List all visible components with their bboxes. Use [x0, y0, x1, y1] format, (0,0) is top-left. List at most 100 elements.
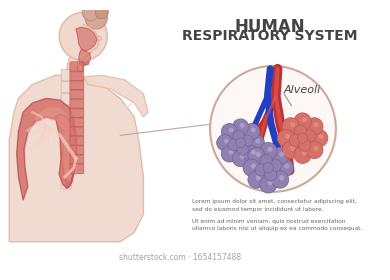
- Polygon shape: [76, 27, 97, 51]
- Circle shape: [282, 141, 300, 158]
- Circle shape: [268, 180, 273, 185]
- Circle shape: [264, 169, 277, 181]
- Circle shape: [271, 171, 289, 188]
- Circle shape: [229, 150, 234, 155]
- Circle shape: [306, 141, 323, 158]
- Circle shape: [299, 139, 311, 151]
- Circle shape: [228, 139, 239, 151]
- Circle shape: [256, 152, 261, 157]
- Circle shape: [248, 171, 265, 188]
- Circle shape: [242, 135, 253, 146]
- Circle shape: [243, 159, 261, 176]
- FancyBboxPatch shape: [61, 130, 71, 141]
- Circle shape: [277, 159, 294, 176]
- FancyBboxPatch shape: [61, 82, 71, 93]
- Polygon shape: [96, 34, 102, 41]
- Circle shape: [260, 143, 277, 160]
- FancyBboxPatch shape: [70, 99, 84, 109]
- Circle shape: [294, 113, 311, 130]
- Circle shape: [224, 139, 229, 144]
- FancyBboxPatch shape: [61, 118, 71, 129]
- Circle shape: [279, 152, 284, 157]
- Circle shape: [256, 175, 261, 180]
- Circle shape: [221, 123, 238, 140]
- Circle shape: [237, 144, 248, 155]
- Circle shape: [314, 122, 319, 127]
- FancyBboxPatch shape: [70, 164, 84, 174]
- Circle shape: [85, 7, 107, 29]
- Circle shape: [248, 147, 265, 165]
- Polygon shape: [35, 108, 76, 182]
- Circle shape: [263, 163, 273, 173]
- FancyBboxPatch shape: [70, 127, 84, 137]
- Polygon shape: [9, 75, 144, 242]
- FancyBboxPatch shape: [70, 80, 84, 90]
- Circle shape: [289, 134, 301, 146]
- Polygon shape: [17, 98, 77, 200]
- Circle shape: [95, 6, 108, 19]
- FancyBboxPatch shape: [70, 90, 84, 100]
- Circle shape: [260, 155, 272, 167]
- Circle shape: [240, 154, 245, 159]
- FancyBboxPatch shape: [70, 154, 84, 165]
- Circle shape: [243, 123, 260, 140]
- Circle shape: [318, 134, 324, 139]
- FancyBboxPatch shape: [70, 136, 84, 146]
- Circle shape: [304, 130, 316, 142]
- Circle shape: [59, 12, 107, 60]
- Circle shape: [268, 147, 273, 152]
- Circle shape: [310, 129, 328, 147]
- FancyBboxPatch shape: [61, 70, 71, 81]
- Polygon shape: [83, 75, 148, 117]
- Circle shape: [251, 128, 256, 132]
- Circle shape: [271, 147, 289, 165]
- FancyBboxPatch shape: [70, 117, 84, 127]
- FancyBboxPatch shape: [70, 108, 84, 118]
- Circle shape: [279, 175, 284, 180]
- Circle shape: [290, 146, 295, 151]
- Circle shape: [297, 133, 308, 143]
- Circle shape: [233, 130, 244, 142]
- Circle shape: [306, 118, 323, 135]
- Circle shape: [302, 150, 307, 156]
- Circle shape: [232, 150, 249, 167]
- Circle shape: [248, 135, 264, 151]
- Circle shape: [285, 134, 290, 139]
- Circle shape: [314, 146, 319, 151]
- Circle shape: [290, 122, 295, 127]
- Circle shape: [243, 146, 260, 162]
- Polygon shape: [79, 49, 91, 66]
- FancyBboxPatch shape: [70, 62, 84, 72]
- Circle shape: [302, 117, 307, 122]
- Circle shape: [282, 118, 300, 135]
- Circle shape: [240, 123, 245, 128]
- Circle shape: [229, 128, 234, 132]
- Circle shape: [260, 176, 277, 193]
- Text: Alveoli: Alveoli: [284, 85, 321, 95]
- Text: shutterstock.com · 1654157488: shutterstock.com · 1654157488: [119, 253, 241, 262]
- Circle shape: [217, 135, 233, 151]
- FancyBboxPatch shape: [61, 166, 71, 177]
- Text: HUMAN: HUMAN: [235, 18, 305, 36]
- FancyBboxPatch shape: [61, 154, 71, 165]
- Circle shape: [82, 4, 99, 21]
- Text: Lorem ipsum dolor sit amet, consectetur adipiscing elit,
sed do eiusmod tempor i: Lorem ipsum dolor sit amet, consectetur …: [192, 199, 357, 212]
- Circle shape: [255, 164, 267, 176]
- Circle shape: [236, 138, 245, 148]
- FancyBboxPatch shape: [70, 145, 84, 155]
- Circle shape: [277, 129, 294, 147]
- Circle shape: [251, 164, 256, 169]
- Circle shape: [221, 146, 238, 162]
- FancyBboxPatch shape: [70, 71, 84, 81]
- Polygon shape: [65, 55, 82, 77]
- Polygon shape: [82, 61, 89, 65]
- FancyBboxPatch shape: [61, 178, 71, 189]
- Polygon shape: [55, 114, 77, 188]
- Circle shape: [294, 146, 311, 164]
- FancyBboxPatch shape: [61, 142, 71, 153]
- Circle shape: [284, 164, 289, 169]
- FancyBboxPatch shape: [61, 106, 71, 117]
- Circle shape: [251, 150, 256, 155]
- Text: RESPIRATORY SYSTEM: RESPIRATORY SYSTEM: [183, 29, 358, 43]
- Circle shape: [210, 66, 336, 192]
